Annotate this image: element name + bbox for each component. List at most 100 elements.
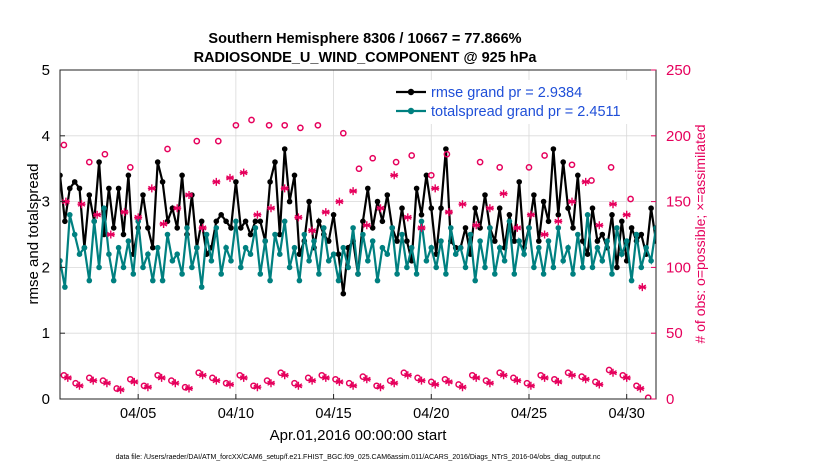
chart-title: Southern Hemisphere 8306 / 10667 = 77.86…	[208, 31, 521, 47]
obs-assimilated-marker	[106, 230, 115, 239]
totalspread-point	[296, 277, 303, 284]
rmse-point	[218, 212, 224, 218]
rmse-point	[628, 225, 635, 231]
rmse-point	[242, 218, 249, 225]
totalspread-point	[663, 238, 669, 244]
rmse-point	[516, 179, 522, 185]
obs-assimilated-marker	[485, 204, 494, 213]
rmse-point	[374, 198, 381, 205]
totalspread-point	[448, 225, 454, 231]
rmse-point	[594, 238, 601, 244]
rmse-point	[399, 205, 405, 211]
rmse-point	[756, 232, 762, 238]
totalspread-point	[452, 251, 459, 257]
totalspread-point	[379, 244, 386, 251]
obs-possible-marker	[627, 195, 634, 203]
totalspread-point	[609, 271, 615, 277]
totalspread-point	[179, 271, 185, 277]
rmse-point	[785, 219, 791, 225]
rmse-point	[648, 205, 654, 211]
rmse-point	[770, 251, 776, 257]
totalspread-point	[780, 232, 786, 238]
totalspread-point	[614, 225, 620, 231]
totalspread-point	[272, 231, 278, 238]
totalspread-point	[790, 238, 796, 244]
x-tick-label: 04/05	[120, 406, 156, 422]
obs-assimilated-marker	[540, 373, 549, 382]
rmse-point	[741, 199, 747, 205]
rmse-line	[60, 148, 656, 294]
totalspread-point	[106, 251, 112, 257]
rmse-point	[291, 172, 298, 179]
totalspread-point	[643, 244, 649, 251]
obs-assimilated-marker	[239, 373, 248, 382]
totalspread-point	[579, 264, 586, 271]
rmse-point	[306, 198, 312, 205]
totalspread-point	[301, 231, 308, 238]
y-tick-label: 2	[42, 259, 50, 276]
totalspread-point	[115, 244, 122, 251]
totalspread-point	[125, 238, 132, 244]
totalspread-point	[140, 264, 146, 271]
obs-assimilated-marker	[267, 204, 276, 213]
rmse-point	[496, 205, 503, 211]
totalspread-point	[374, 277, 381, 284]
totalspread-point	[633, 231, 640, 238]
rmse-point	[223, 218, 229, 225]
totalspread-point	[67, 212, 73, 218]
totalspread-point	[550, 264, 557, 271]
totalspread-point	[545, 238, 552, 244]
obs-assimilated-marker	[321, 208, 330, 217]
obs-assimilated-marker	[567, 371, 576, 380]
x-tick-label: 04/30	[609, 406, 645, 422]
rmse-point	[795, 212, 801, 218]
totalspread-point	[555, 225, 562, 231]
totalspread-point	[145, 251, 151, 257]
rmse-point	[198, 218, 205, 225]
totalspread-point	[766, 258, 772, 264]
totalspread-point	[174, 251, 180, 257]
obs-assimilated-marker	[581, 177, 590, 186]
obs-assimilated-marker	[93, 210, 102, 219]
totalspread-point	[76, 251, 83, 257]
rmse-point	[810, 212, 816, 218]
obs-assimilated-marker	[622, 210, 631, 219]
totalspread-point	[741, 245, 747, 251]
obs-assimilated-marker	[61, 197, 70, 206]
rmse-point	[731, 212, 737, 218]
totalspread-point	[150, 277, 156, 284]
totalspread-point	[521, 251, 527, 257]
rmse-point	[443, 146, 449, 152]
legend-label: rmse grand pr = 2.9384	[431, 85, 582, 101]
obs-possible-marker	[248, 116, 255, 124]
rmse-point	[668, 251, 674, 257]
obs-assimilated-marker	[526, 210, 535, 219]
chart-subtitle: RADIOSONDE_U_WIND_COMPONENT @ 925 hPa	[194, 50, 538, 66]
totalspread-point	[540, 271, 547, 277]
obs-assimilated-marker	[173, 204, 182, 213]
obs-assimilated-marker	[417, 376, 426, 385]
legend: rmse grand pr = 2.9384 totalspread grand …	[392, 80, 650, 124]
rmse-point	[418, 212, 425, 218]
obs-assimilated-marker	[171, 379, 180, 388]
obs-assimilated-marker	[417, 223, 426, 232]
obs-assimilated-marker	[226, 380, 235, 389]
rmse-point	[540, 198, 547, 205]
y2-tick-label: 100	[666, 259, 691, 276]
totalspread-point	[594, 244, 601, 251]
totalspread-point	[350, 225, 356, 231]
totalspread-point	[785, 251, 791, 257]
obs-assimilated-marker	[349, 381, 358, 390]
rmse-point	[159, 179, 166, 185]
rmse-point	[340, 290, 347, 297]
obs-assimilated-marker	[130, 377, 139, 386]
obs-assimilated-marker	[120, 208, 129, 217]
rmse-point	[145, 225, 151, 231]
totalspread-point	[501, 258, 508, 264]
totalspread-point	[673, 232, 679, 238]
totalspread-point	[731, 225, 737, 231]
rmse-point	[115, 185, 122, 192]
obs-assimilated-marker	[159, 220, 168, 228]
totalspread-series	[60, 205, 796, 290]
obs-assimilated-marker	[253, 210, 262, 219]
